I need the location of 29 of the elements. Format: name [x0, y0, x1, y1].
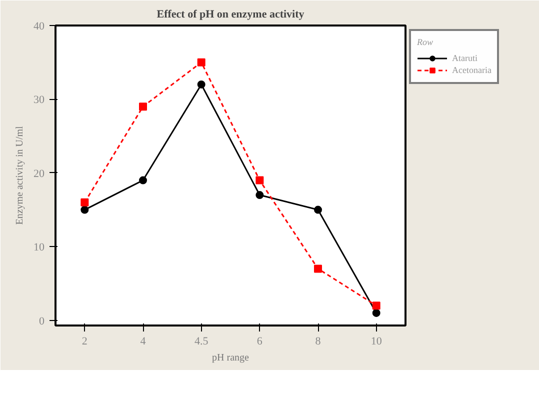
- point: [314, 264, 322, 273]
- point: [80, 198, 89, 206]
- point: [197, 58, 206, 66]
- y-tick-label: 40: [34, 20, 45, 32]
- x-tick-label: 10: [370, 336, 382, 348]
- x-tick-label: 4: [140, 336, 146, 348]
- point: [372, 302, 380, 310]
- point: [197, 80, 206, 88]
- x-tick-label: 6: [256, 336, 263, 348]
- y-tick-label: 0: [39, 315, 45, 328]
- x-axis-title: pH range: [212, 352, 250, 364]
- point: [256, 191, 264, 200]
- chart-title: Effect of pH on enzyme activity: [156, 8, 305, 20]
- x-tick-label: 4.5: [194, 336, 209, 348]
- point: [80, 206, 89, 214]
- legend-label: Acetonaria: [452, 64, 492, 76]
- y-tick-label: 10: [34, 242, 45, 254]
- point: [372, 308, 380, 317]
- point: [139, 102, 147, 111]
- y-tick-label: 30: [34, 94, 45, 106]
- y-axis-title: Enzyme activity in U/ml: [14, 126, 26, 225]
- point: [314, 206, 322, 214]
- legend-label: Ataruti: [452, 52, 478, 64]
- point: [139, 176, 147, 184]
- x-tick-label: 2: [82, 336, 88, 348]
- legend-title: Row: [417, 37, 434, 47]
- y-tick-label: 20: [34, 168, 45, 180]
- x-tick-label: 8: [315, 336, 322, 348]
- point: [256, 176, 264, 184]
